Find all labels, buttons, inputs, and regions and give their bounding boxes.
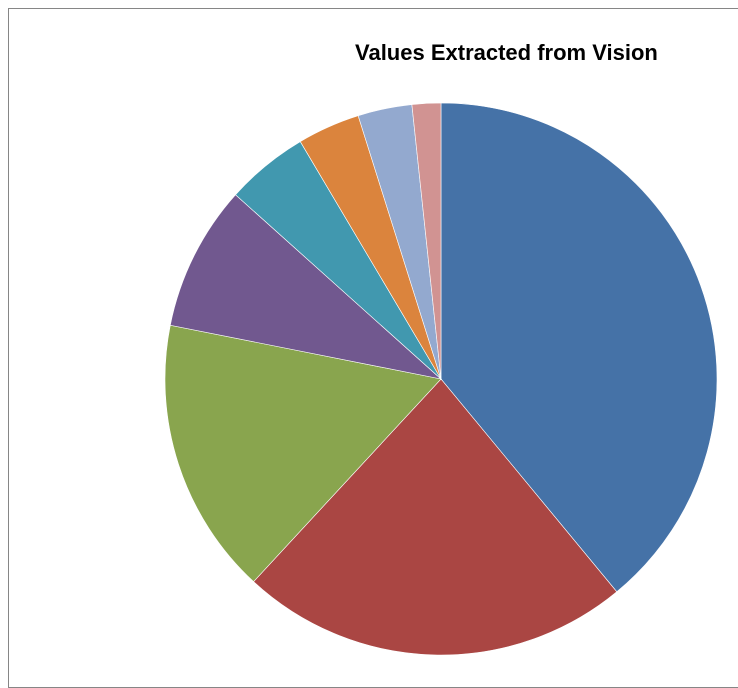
chart-title: Values Extracted from Vision xyxy=(355,40,658,65)
pie-slices xyxy=(164,102,718,656)
pie-slice-8 xyxy=(411,102,442,380)
pie-slice-1 xyxy=(440,102,718,593)
pie-slice-3 xyxy=(164,324,442,583)
pie-slice-4 xyxy=(169,194,443,380)
pie-slice-2 xyxy=(253,378,618,656)
